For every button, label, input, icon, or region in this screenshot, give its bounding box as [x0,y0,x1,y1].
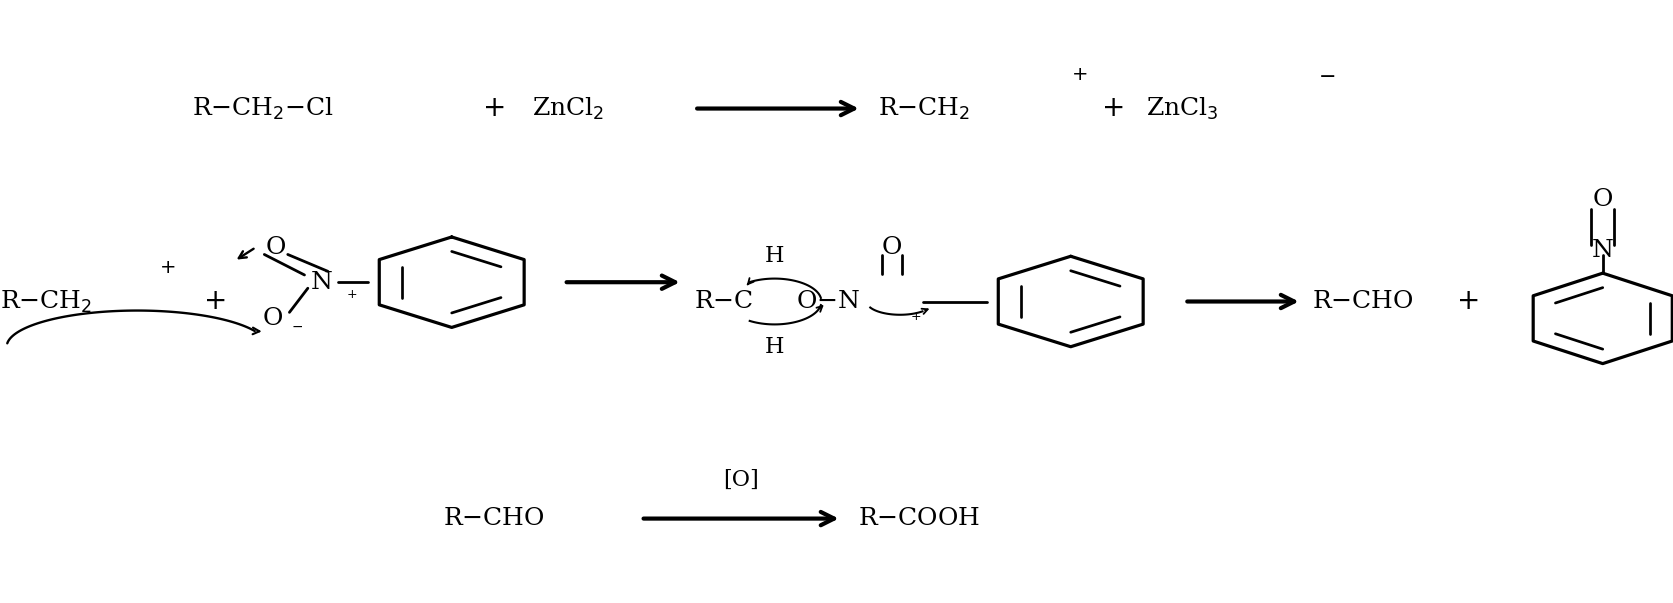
Text: $^-$: $^-$ [289,323,303,341]
Text: R$-$C: R$-$C [694,290,755,313]
Text: $+$: $+$ [482,95,505,122]
Text: $+$: $+$ [1456,288,1479,315]
Text: $+$: $+$ [159,259,176,277]
Text: $+$: $+$ [1101,95,1124,122]
Text: $^+$: $^+$ [908,311,922,329]
Text: R$-$CHO: R$-$CHO [443,507,545,530]
Text: $-$: $-$ [1318,66,1335,85]
Text: H: H [765,336,785,358]
Text: ZnCl$_2$: ZnCl$_2$ [532,95,604,122]
Text: R$-$CH$_2$: R$-$CH$_2$ [0,288,92,315]
Text: O: O [882,236,902,259]
Text: R$-$CH$_2$: R$-$CH$_2$ [878,95,970,122]
Text: R$-$COOH: R$-$COOH [858,507,980,530]
Text: H: H [765,245,785,267]
Text: $+$: $+$ [1071,66,1087,84]
Text: [O]: [O] [723,469,760,490]
Text: R$-$CHO: R$-$CHO [1312,290,1414,313]
Text: N: N [310,271,333,294]
Text: O: O [266,236,286,259]
Text: $+$  H$^+$: $+$ H$^+$ [1670,288,1673,315]
Text: O: O [1593,188,1613,211]
Text: O$-$N: O$-$N [796,290,860,313]
Text: $^+$: $^+$ [345,288,358,306]
Text: N: N [1591,239,1614,262]
Text: R$-$CH$_2$$-$Cl: R$-$CH$_2$$-$Cl [192,95,335,122]
Text: O: O [263,307,283,330]
Text: $+$: $+$ [202,288,226,315]
Text: ZnCl$_3$: ZnCl$_3$ [1146,95,1218,122]
